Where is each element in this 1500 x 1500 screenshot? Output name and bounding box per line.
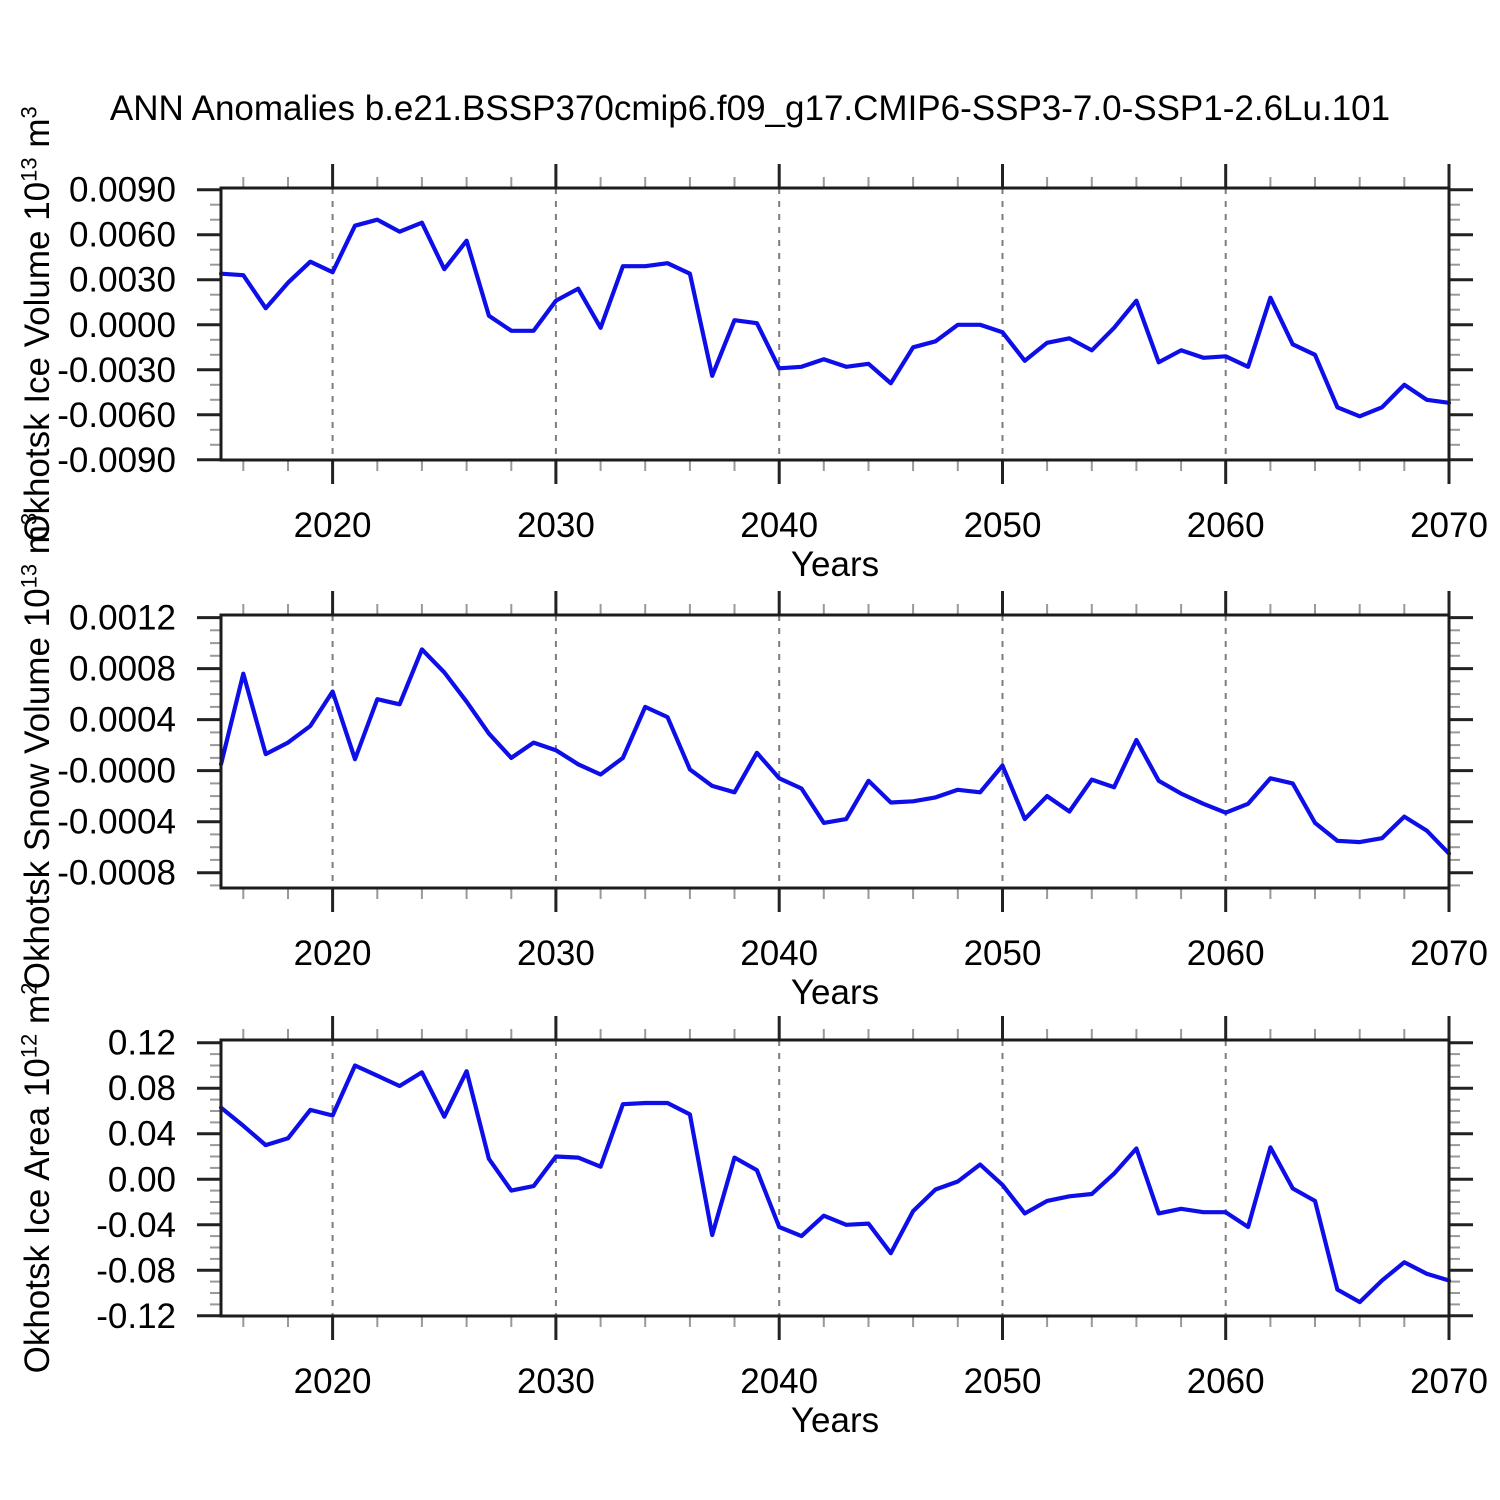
x-tick-label: 2030 — [517, 506, 595, 545]
y-tick-label: 0.12 — [108, 1024, 176, 1063]
y-tick-label: -0.08 — [96, 1251, 176, 1290]
y-tick-label: -0.0008 — [57, 854, 176, 893]
x-tick-label: 2030 — [517, 934, 595, 973]
y-tick-label: -0.0090 — [57, 441, 176, 480]
plot-box-ice-area — [219, 1038, 1451, 1318]
panel-snow-volume: 0.0012 0.0008 0.0004 -0.0000 -0.0004 -0.0008 2… — [57, 591, 1488, 1012]
x-tick-label: 2050 — [964, 506, 1042, 545]
x-tick-label: 2050 — [964, 934, 1042, 973]
data-line-snow-volume — [218, 647, 1452, 856]
x-tick-label: 2020 — [294, 1362, 372, 1401]
x-tick-label: 2040 — [740, 934, 818, 973]
chart-title: ANN Anomalies b.e21.BSSP370cmip6.f09_g17… — [109, 89, 1391, 128]
data-line-ice-volume — [218, 217, 1452, 419]
x-tick-label: 2060 — [1187, 934, 1265, 973]
x-tick-label: 2040 — [740, 1362, 818, 1401]
data-line-ice-area — [218, 1063, 1452, 1305]
y-tick-label: -0.12 — [96, 1297, 176, 1336]
y-tick-label: 0.0030 — [69, 261, 176, 300]
plot-box-ice-volume — [219, 186, 1451, 462]
x-tick-label: 2020 — [294, 934, 372, 973]
y-tick-label: 0.0004 — [69, 701, 176, 740]
y-tick-label: 0.0012 — [69, 599, 176, 638]
y-tick-label: -0.0060 — [57, 396, 176, 435]
y-tick-label: 0.0000 — [69, 306, 176, 345]
x-tick-label: 2040 — [740, 506, 818, 545]
x-tick-label: 2070 — [1410, 934, 1488, 973]
x-tick-label: 2050 — [964, 1362, 1042, 1401]
x-axis-label: Years — [791, 545, 879, 584]
x-tick-label: 2060 — [1187, 1362, 1265, 1401]
y-tick-label: -0.0000 — [57, 752, 176, 791]
y-tick-label: 0.00 — [108, 1160, 176, 1199]
y-tick-label: 0.0060 — [69, 216, 176, 255]
y-tick-label: 0.0008 — [69, 650, 176, 689]
y-tick-label: 0.08 — [108, 1069, 176, 1108]
x-tick-label: 2070 — [1410, 506, 1488, 545]
panel-ice-area: 0.12 0.08 0.04 0.00 -0.04 -0.08 -0.12 2020 2030 2… — [96, 1016, 1488, 1440]
y-tick-label: 0.0090 — [69, 171, 176, 210]
x-axis-label: Years — [791, 1401, 879, 1440]
y-tick-label: -0.04 — [96, 1206, 176, 1245]
x-tick-label: 2020 — [294, 506, 372, 545]
y-tick-label: -0.0030 — [57, 351, 176, 390]
x-tick-label: 2060 — [1187, 506, 1265, 545]
x-axis-label: Years — [791, 973, 879, 1012]
x-tick-label: 2070 — [1410, 1362, 1488, 1401]
plot-box-snow-volume — [219, 613, 1451, 890]
x-tick-label: 2030 — [517, 1362, 595, 1401]
panel-ice-volume: 0.0090 0.0060 0.0030 0.0000 -0.0030 -0.0060 -0… — [57, 164, 1488, 584]
y-tick-label: 0.04 — [108, 1115, 176, 1154]
y-tick-label: -0.0004 — [57, 803, 176, 842]
